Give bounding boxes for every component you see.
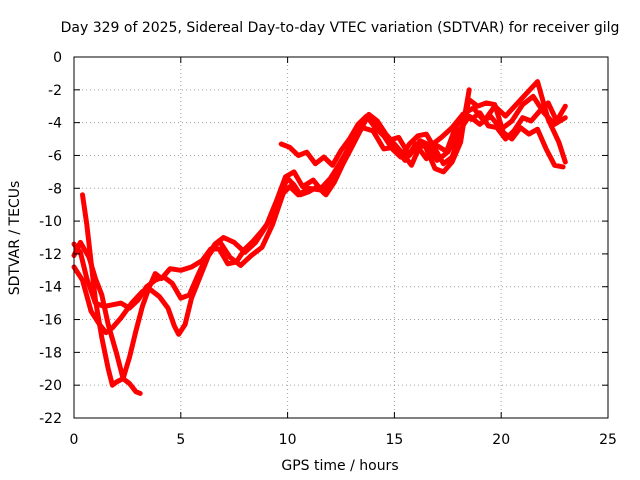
- y-tick-label: -4: [48, 116, 62, 132]
- chart-title: Day 329 of 2025, Sidereal Day-to-day VTE…: [61, 20, 620, 36]
- y-tick-label: -14: [39, 280, 62, 296]
- tick-label-group: 0 5 10 15 20 25 0 -2 -4 -6 -8 -10 -12 -14 -16 -18 -20 -22: [39, 50, 617, 448]
- x-tick-label: 20: [492, 432, 510, 448]
- x-tick-label: 25: [599, 432, 617, 448]
- y-tick-label: -12: [39, 247, 62, 263]
- y-axis-label: SDTVAR / TECUs: [7, 181, 23, 296]
- x-tick-label: 5: [176, 432, 185, 448]
- y-tick-label: -2: [48, 83, 62, 99]
- y-tick-label: -18: [39, 345, 62, 361]
- series-group: [71, 79, 568, 396]
- y-tick-label: -20: [39, 378, 62, 394]
- series-line-track-5: [278, 97, 566, 170]
- series-line-track-4: [80, 192, 143, 396]
- x-tick-label: 15: [385, 432, 403, 448]
- y-tick-label: -16: [39, 313, 62, 329]
- plot-frame: [73, 56, 609, 419]
- series-line-track-6: [423, 87, 472, 175]
- y-tick-label: -8: [48, 181, 62, 197]
- tick-group: [73, 56, 609, 419]
- y-tick-label: 0: [53, 50, 62, 66]
- y-tick-label: -6: [48, 148, 62, 164]
- series-line-track-3: [71, 100, 568, 382]
- y-tick-label: -22: [39, 411, 62, 427]
- y-tick-label: -10: [39, 214, 62, 230]
- x-tick-label: 0: [70, 432, 79, 448]
- x-tick-label: 10: [279, 432, 297, 448]
- x-axis-label: GPS time / hours: [281, 458, 398, 474]
